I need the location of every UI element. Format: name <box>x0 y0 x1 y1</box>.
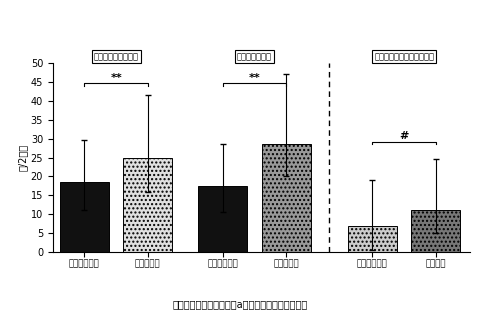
Bar <box>198 186 247 252</box>
Text: #: # <box>399 131 409 141</box>
Text: **: ** <box>249 73 260 83</box>
Text: 被験食品摂取期: 被験食品摂取期 <box>237 52 272 61</box>
Text: 図６．便通改善効果検討a試験結果　排便量の推移: 図６．便通改善効果検討a試験結果 排便量の推移 <box>172 299 308 309</box>
Bar <box>262 144 311 252</box>
Bar <box>411 210 460 252</box>
Bar <box>123 158 172 252</box>
Bar <box>348 226 397 252</box>
Text: ベースラインからの変化量: ベースラインからの変化量 <box>374 52 434 61</box>
Text: プラセボ食品摂取期: プラセボ食品摂取期 <box>94 52 139 61</box>
Bar <box>60 182 109 252</box>
Y-axis label: 個/2週間: 個/2週間 <box>18 144 28 171</box>
Text: **: ** <box>110 73 122 83</box>
